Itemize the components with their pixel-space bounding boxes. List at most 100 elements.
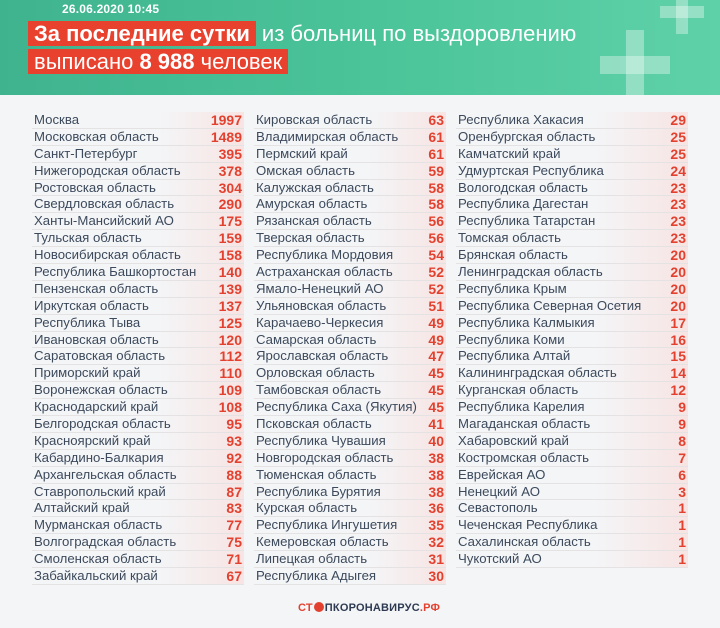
region-name: Рязанская область xyxy=(256,213,372,229)
region-name: Республика Бурятия xyxy=(256,483,381,499)
table-row: Республика Ингушетия 35 xyxy=(254,517,446,535)
table-row: Саратовская область 112 xyxy=(32,348,244,366)
discharged-count: 71 xyxy=(226,551,242,568)
table-row: Курганская область 12 xyxy=(456,382,688,400)
table-row: Хабаровский край 8 xyxy=(456,432,688,450)
region-name: Республика Крым xyxy=(458,280,567,296)
region-name: Забайкальский край xyxy=(34,568,158,584)
discharged-count: 49 xyxy=(428,331,444,348)
table-row: Краснодарский край 108 xyxy=(32,399,244,417)
region-name: Карачаево-Черкесия xyxy=(256,314,384,330)
region-name: Ненецкий АО xyxy=(458,483,540,499)
discharged-count: 45 xyxy=(428,365,444,382)
discharged-count: 125 xyxy=(218,314,242,331)
region-name: Ленинградская область xyxy=(458,264,603,280)
table-row: Костромская область 7 xyxy=(456,449,688,467)
discharged-count: 378 xyxy=(218,162,242,179)
region-name: Кемеровская область xyxy=(256,534,389,550)
discharged-count: 25 xyxy=(670,128,686,145)
discharged-count: 6 xyxy=(678,466,686,483)
logo-part-2: ПКОРОНАВИРУС xyxy=(324,602,420,614)
region-name: Воронежская область xyxy=(34,382,168,398)
discharged-count: 1489 xyxy=(210,128,242,145)
region-name: Курская область xyxy=(256,500,358,516)
region-name: Ростовская область xyxy=(34,179,156,195)
discharged-count: 36 xyxy=(428,500,444,517)
discharged-count: 1997 xyxy=(210,112,242,128)
table-row: Тульская область 159 xyxy=(32,230,244,248)
region-name: Республика Саха (Якутия) xyxy=(256,399,417,415)
discharged-count: 45 xyxy=(428,399,444,416)
table-row: Ульяновская область 51 xyxy=(254,297,446,315)
table-row: Самарская область 49 xyxy=(254,331,446,349)
table-row: Приморский край 110 xyxy=(32,365,244,383)
table-row: Ростовская область 304 xyxy=(32,179,244,197)
region-name: Волгоградская область xyxy=(34,534,177,550)
table-row: Республика Тыва 125 xyxy=(32,314,244,332)
region-name: Республика Карелия xyxy=(458,399,585,415)
discharged-count: 83 xyxy=(226,500,242,517)
region-name: Амурская область xyxy=(256,196,368,212)
region-name: Брянская область xyxy=(458,247,568,263)
table-row: Ненецкий АО 3 xyxy=(456,483,688,501)
discharged-count: 108 xyxy=(218,399,242,416)
table-row: Ивановская область 120 xyxy=(32,331,244,349)
discharged-count: 59 xyxy=(428,162,444,179)
discharged-count: 1 xyxy=(678,517,686,534)
discharged-count: 31 xyxy=(428,551,444,568)
table-column-1: Москва 1997 Московская область 1489 Санкт-Пе… xyxy=(32,112,244,585)
discharged-count: 61 xyxy=(428,145,444,162)
discharged-count: 25 xyxy=(670,145,686,162)
table-row: Новосибирская область 158 xyxy=(32,247,244,265)
region-name: Севастополь xyxy=(458,500,538,516)
region-name: Республика Дагестан xyxy=(458,196,589,212)
table-row: Липецкая область 31 xyxy=(254,551,446,569)
discharged-count: 12 xyxy=(670,382,686,399)
discharged-count: 7 xyxy=(678,449,686,466)
region-name: Кабардино-Балкария xyxy=(34,449,164,465)
table-row: Псковская область 41 xyxy=(254,416,446,433)
table-row: Республика Калмыкия 17 xyxy=(456,314,688,332)
region-name: Республика Ингушетия xyxy=(256,517,398,533)
region-name: Алтайский край xyxy=(34,500,130,516)
table-row: Калининградская область 14 xyxy=(456,365,688,383)
discharged-count: 38 xyxy=(428,483,444,500)
region-name: Санкт-Петербург xyxy=(34,145,138,161)
discharged-count: 87 xyxy=(226,483,242,500)
table-row: Республика Бурятия 38 xyxy=(254,483,446,501)
table-row: Пермский край 61 xyxy=(254,145,446,163)
table-row: Карачаево-Черкесия 49 xyxy=(254,314,446,332)
table-row: Белгородская область 95 xyxy=(32,416,244,433)
discharged-count: 30 xyxy=(428,568,444,585)
discharged-count: 63 xyxy=(428,112,444,128)
region-name: Еврейская АО xyxy=(458,466,546,482)
region-name: Оренбургская область xyxy=(458,128,596,144)
discharged-count: 109 xyxy=(218,382,242,399)
region-name: Тверская область xyxy=(256,230,365,246)
table-row: Севастополь 1 xyxy=(456,500,688,518)
table-row: Свердловская область 290 xyxy=(32,196,244,214)
table-row: Волгоградская область 75 xyxy=(32,534,244,552)
table-row: Республика Алтай 15 xyxy=(456,348,688,366)
discharged-count: 175 xyxy=(218,213,242,230)
table-row: Ханты-Мансийский АО 175 xyxy=(32,213,244,231)
table-row: Кабардино-Балкария 92 xyxy=(32,449,244,467)
table-row: Иркутская область 137 xyxy=(32,297,244,315)
region-name: Тульская область xyxy=(34,230,142,246)
region-name: Ханты-Мансийский АО xyxy=(34,213,174,229)
region-name: Удмуртская Республика xyxy=(458,162,604,178)
discharged-count: 8 xyxy=(678,432,686,449)
table-row: Республика Мордовия 54 xyxy=(254,247,446,265)
discharged-count: 47 xyxy=(428,348,444,365)
region-name: Ставропольский край xyxy=(34,483,166,499)
discharged-count: 23 xyxy=(670,213,686,230)
table-row: Томская область 23 xyxy=(456,230,688,248)
discharged-count: 1 xyxy=(678,551,686,568)
discharged-count: 93 xyxy=(226,432,242,449)
table-row: Республика Коми 16 xyxy=(456,331,688,349)
table-row: Нижегородская область 378 xyxy=(32,162,244,180)
region-name: Астраханская область xyxy=(256,264,393,280)
region-name: Ярославская область xyxy=(256,348,389,364)
table-row: Вологодская область 23 xyxy=(456,179,688,197)
discharged-count: 29 xyxy=(670,112,686,128)
